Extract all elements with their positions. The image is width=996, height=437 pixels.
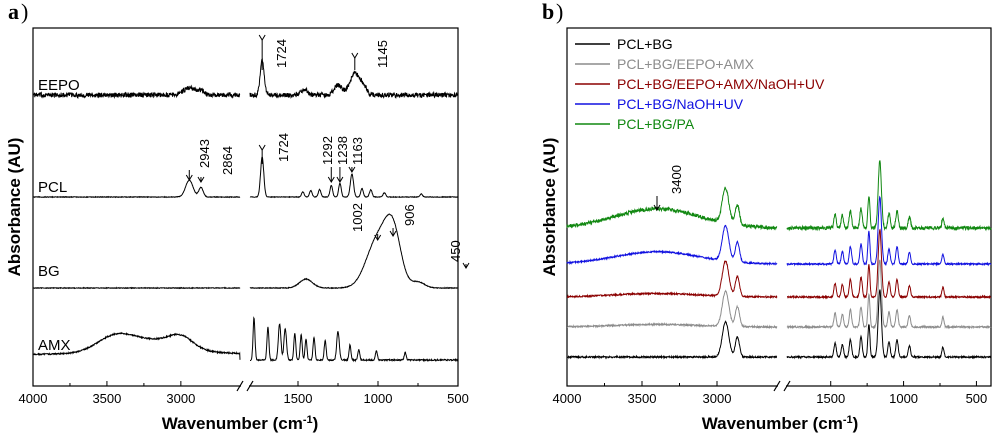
panel-b-xtick-label-1500: 1500 [816,391,845,406]
peak-label-pcl-2864: 2864 [220,146,235,175]
panel-a-xtick-label-500: 500 [447,391,469,406]
panel-a-axis-break-gap [241,382,249,390]
spectrum-b-2 [566,228,992,300]
panel-a-labels: EEPO PCL BG AMX [38,77,80,354]
peak-arrow-head [351,52,359,59]
peak-arrow-head-3400 [653,204,661,211]
spectrum-eepo [32,58,459,100]
panel-a: a ) 4000 3500 3000 1500 1000 500 EEPO PCL BG … [5,0,470,433]
panel-a-axis-break-mark [246,380,254,392]
panel-b-xtick-label-3500: 3500 [628,391,657,406]
panel-b-xlabel-sup: -1 [843,414,853,426]
series-label-bg: BG [38,263,60,280]
spectrum-b-4 [566,160,992,232]
peak-arrow-head [462,262,470,269]
peak-label-3400: 3400 [669,165,684,194]
series-label-amx: AMX [38,337,71,354]
peak-label-pcl-1163: 1163 [350,137,365,165]
panel-b-xtick-label-3000: 3000 [703,391,732,406]
panel-b-paren: ) [556,0,563,24]
peak-arrow-head [336,176,344,183]
legend-label-1: PCL+BG/EEPO+AMX [617,56,755,72]
peak-label-pcl-1238: 1238 [335,136,350,165]
panel-a-xlabel-main: Wavenumber (cm [162,414,303,433]
peak-label-pcl-2943: 2943 [197,139,212,168]
peak-arrow-head [374,234,382,241]
panel-a-ticks: 4000 3500 3000 1500 1000 500 [19,380,469,406]
panel-b-ylabel: Absorbance (AU) [540,138,559,277]
panel-a-frame [32,27,459,387]
peak-label-bg-906: 906 [402,204,417,226]
peak-arrow-head [258,34,266,41]
panel-b-xtick-label-4000: 4000 [553,391,582,406]
panel-b-xlabel-main: Wavenumber (cm [702,414,843,433]
panel-a-xtick-label-1500: 1500 [284,391,313,406]
panel-b-axis-break-mark [783,380,791,392]
peak-label-eepo-1724: 1724 [274,39,289,68]
panel-a-xtick-label-3000: 3000 [166,391,195,406]
panel-b-letter: b [542,0,554,24]
panel-b-xlabel: Wavenumber (cm-1) [702,414,859,433]
series-label-eepo: EEPO [38,77,80,94]
peak-label-bg-1002: 1002 [350,203,365,232]
legend-label-0: PCL+BG [617,36,673,52]
peak-arrow-head [197,176,205,183]
panel-a-annotations: 1724 1145 2943 2864 1724 1292 1238 1163 … [197,39,463,262]
panel-a-xlabel-end: ) [313,414,319,433]
legend-label-3: PCL+BG/NaOH+UV [617,96,744,112]
panel-a-paren: ) [21,0,28,24]
panel-a-letter: a [8,0,19,24]
panel-b-spectra [566,160,992,360]
panel-a-xtick-label-1000: 1000 [364,391,393,406]
spectrum-b-1 [566,259,992,330]
spectrum-b-3 [566,195,992,267]
peak-label-pcl-1724: 1724 [276,133,291,162]
panel-b-legend: PCL+BG PCL+BG/EEPO+AMX PCL+BG/EEPO+AMX/NaO… [575,36,825,132]
legend-label-2: PCL+BG/EEPO+AMX/NaOH+UV [617,76,825,92]
panel-a-xtick-label-3500: 3500 [92,391,121,406]
panel-b-axis-break-gap [778,382,786,390]
panel-a-spectra [32,34,470,363]
series-label-pcl: PCL [38,179,67,196]
panel-a-xlabel: Wavenumber (cm-1) [162,414,319,433]
spectrum-pcl [32,155,459,199]
peak-arrow-head [389,230,397,237]
panel-b: b ) 4000 3500 3000 1500 1000 500 PCL+BGPCL+BG… [540,0,992,433]
panel-b-axis-break-mark [773,380,781,392]
spectrum-bg [32,213,459,290]
panel-b-xtick-label-500: 500 [966,391,988,406]
legend-label-4: PCL+BG/PA [617,116,695,132]
spectrum-b-0 [566,289,992,360]
peak-label-bg-450: 450 [448,240,463,262]
panel-b-xlabel-end: ) [853,414,859,433]
panel-a-axis-break-mark [236,380,244,392]
peak-arrow-head [327,176,335,183]
panel-b-xtick-label-1000: 1000 [889,391,918,406]
panel-a-xtick-label-4000: 4000 [19,391,48,406]
spectrum-amx [32,316,459,363]
panel-a-ylabel: Absorbance (AU) [5,138,24,277]
peak-arrow-head [258,144,266,151]
peak-label-eepo-1145: 1145 [375,40,390,68]
peak-arrow-head [348,166,356,173]
peak-label-pcl-1292: 1292 [320,136,335,165]
peak-arrow-head [185,174,193,181]
panel-a-xlabel-sup: -1 [303,414,313,426]
panel-b-ticks: 4000 3500 3000 1500 1000 500 [553,380,988,406]
